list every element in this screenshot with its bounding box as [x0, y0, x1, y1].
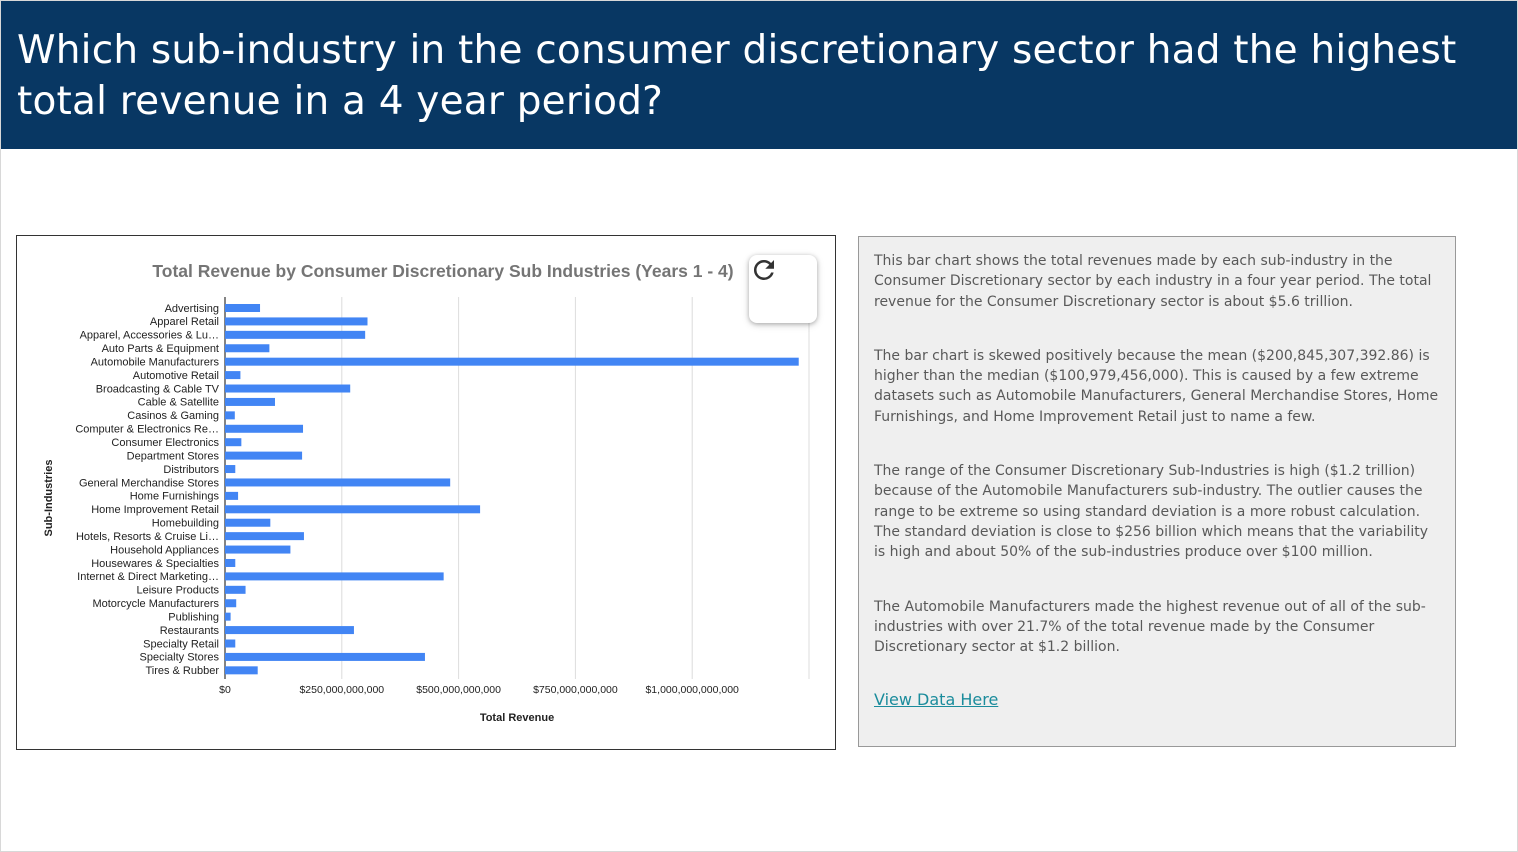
bar[interactable]	[225, 304, 261, 312]
category-label: General Merchandise Stores	[79, 477, 220, 489]
category-label: Hotels, Resorts & Cruise Li…	[76, 531, 219, 543]
bar[interactable]	[225, 626, 354, 635]
bar[interactable]	[225, 478, 451, 487]
bar[interactable]	[225, 599, 237, 608]
chart-panel: Total Revenue by Consumer Discretionary …	[16, 235, 836, 750]
bar[interactable]	[225, 558, 236, 567]
bar[interactable]	[225, 438, 242, 447]
category-label: Auto Parts & Equipment	[102, 343, 219, 355]
bar[interactable]	[225, 397, 275, 406]
x-tick-label: $500,000,000,000	[416, 684, 501, 696]
bar[interactable]	[225, 384, 351, 393]
category-label: Automobile Manufacturers	[91, 356, 220, 368]
x-tick-label: $0	[219, 684, 231, 696]
bar[interactable]	[225, 585, 246, 594]
bars	[225, 304, 799, 675]
y-axis-label: Sub-Industries	[43, 459, 55, 536]
category-label: Consumer Electronics	[111, 437, 219, 449]
x-tick-label: $1,000,000,000,000	[645, 684, 739, 696]
bar[interactable]	[225, 612, 231, 621]
category-label: Publishing	[168, 611, 219, 623]
category-label: Restaurants	[160, 625, 220, 637]
refresh-icon	[753, 260, 774, 280]
bar[interactable]	[225, 424, 304, 433]
category-label: Internet & Direct Marketing…	[77, 571, 219, 583]
category-label: Specialty Stores	[140, 652, 220, 664]
category-label: Home Furnishings	[130, 491, 220, 503]
description-paragraph-4: The Automobile Manufacturers made the hi…	[874, 598, 1426, 656]
chart-title: Total Revenue by Consumer Discretionary …	[152, 261, 733, 281]
x-axis-label: Total Revenue	[480, 712, 554, 724]
category-label: Apparel Retail	[150, 316, 219, 328]
bar[interactable]	[225, 491, 239, 500]
x-tick-label: $750,000,000,000	[533, 684, 618, 696]
category-label: Casinos & Gaming	[127, 410, 219, 422]
bar[interactable]	[225, 357, 799, 366]
bar[interactable]	[225, 317, 368, 326]
page-title: Which sub-industry in the consumer discr…	[17, 28, 1457, 124]
bar[interactable]	[225, 330, 366, 339]
bar[interactable]	[225, 532, 304, 541]
bar[interactable]	[225, 505, 481, 514]
description-paragraph-1: This bar chart shows the total revenues …	[874, 253, 1432, 310]
bar-chart: Total Revenue by Consumer Discretionary …	[43, 261, 810, 724]
category-label: Housewares & Specialties	[91, 558, 219, 570]
category-label: Homebuilding	[152, 518, 219, 530]
header-banner: Which sub-industry in the consumer discr…	[1, 1, 1517, 149]
category-label: Automotive Retail	[133, 370, 219, 382]
x-tick-label: $250,000,000,000	[299, 684, 384, 696]
category-label: Leisure Products	[136, 585, 219, 597]
bar[interactable]	[225, 545, 291, 554]
description-paragraph-2: The bar chart is skewed positively becau…	[874, 347, 1439, 425]
category-label: Motorcycle Manufacturers	[92, 598, 219, 610]
bar[interactable]	[225, 465, 236, 474]
bar[interactable]	[225, 666, 258, 675]
description-panel: This bar chart shows the total revenues …	[858, 236, 1456, 747]
gridlines	[224, 297, 810, 679]
category-label: Specialty Retail	[143, 638, 219, 650]
category-label: Advertising	[165, 303, 219, 315]
bar[interactable]	[225, 572, 444, 581]
bar[interactable]	[225, 451, 303, 460]
x-tick-labels: $0 $250,000,000,000 $500,000,000,000 $750,0…	[219, 684, 739, 696]
description-paragraph-3: The range of the Consumer Discretionary …	[874, 463, 1429, 561]
view-data-link[interactable]: View Data Here	[874, 690, 999, 710]
bar[interactable]	[225, 639, 236, 648]
category-label: Household Appliances	[110, 544, 219, 556]
bar[interactable]	[225, 518, 271, 527]
category-label: Apparel, Accessories & Lu…	[80, 330, 219, 342]
refresh-button[interactable]	[749, 255, 817, 323]
category-label: Broadcasting & Cable TV	[96, 383, 220, 395]
category-label: Computer & Electronics Re…	[75, 424, 219, 436]
category-label: Distributors	[163, 464, 219, 476]
category-label: Cable & Satellite	[138, 397, 219, 409]
category-label: Tires & Rubber	[145, 665, 219, 677]
category-label: Department Stores	[127, 450, 220, 462]
category-label: Home Improvement Retail	[91, 504, 219, 516]
bar[interactable]	[225, 371, 241, 380]
bar[interactable]	[225, 344, 270, 353]
bar[interactable]	[225, 652, 425, 661]
bar[interactable]	[225, 411, 235, 420]
